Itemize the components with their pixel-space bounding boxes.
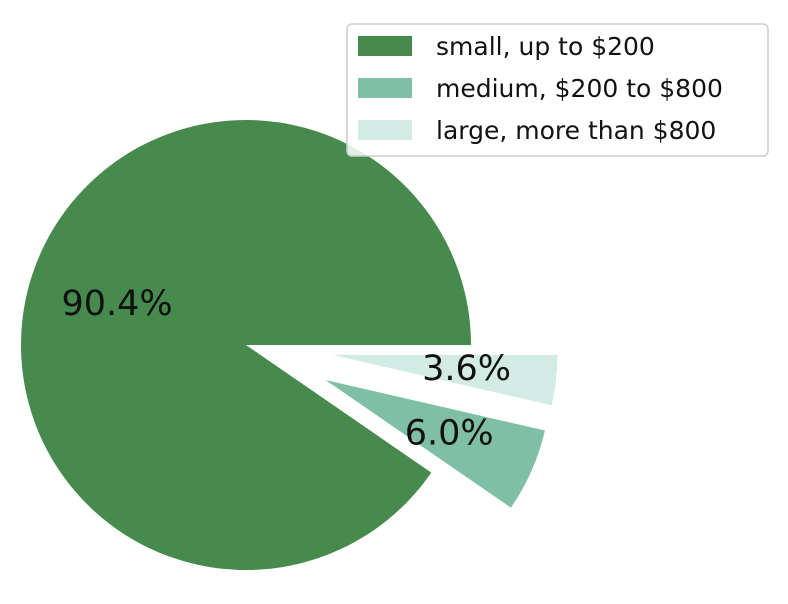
legend-label-medium: medium, $200 to $800 <box>436 74 723 103</box>
slice-label-large: 3.6% <box>422 349 511 389</box>
slice-labels: 90.4% 6.0% 3.6% <box>61 284 511 454</box>
slice-label-small: 90.4% <box>61 284 172 324</box>
legend-frame <box>346 23 769 157</box>
pie-slice-large <box>332 354 558 406</box>
legend-label-large: large, more than $800 <box>436 116 716 145</box>
legend-entry-small: small, up to $200 <box>358 32 655 61</box>
pie-slices <box>21 119 558 570</box>
legend-entry-medium: medium, $200 to $800 <box>358 74 723 103</box>
legend-swatch-small <box>358 36 412 56</box>
legend-entry-large: large, more than $800 <box>358 116 716 145</box>
legend: small, up to $200 medium, $200 to $800 l… <box>346 23 769 157</box>
legend-swatch-large <box>358 120 412 140</box>
pie-slice-medium <box>325 380 545 508</box>
legend-swatch-medium <box>358 78 412 98</box>
slice-label-medium: 6.0% <box>405 413 494 453</box>
legend-label-small: small, up to $200 <box>436 32 655 61</box>
pie-slice-small <box>21 119 472 570</box>
